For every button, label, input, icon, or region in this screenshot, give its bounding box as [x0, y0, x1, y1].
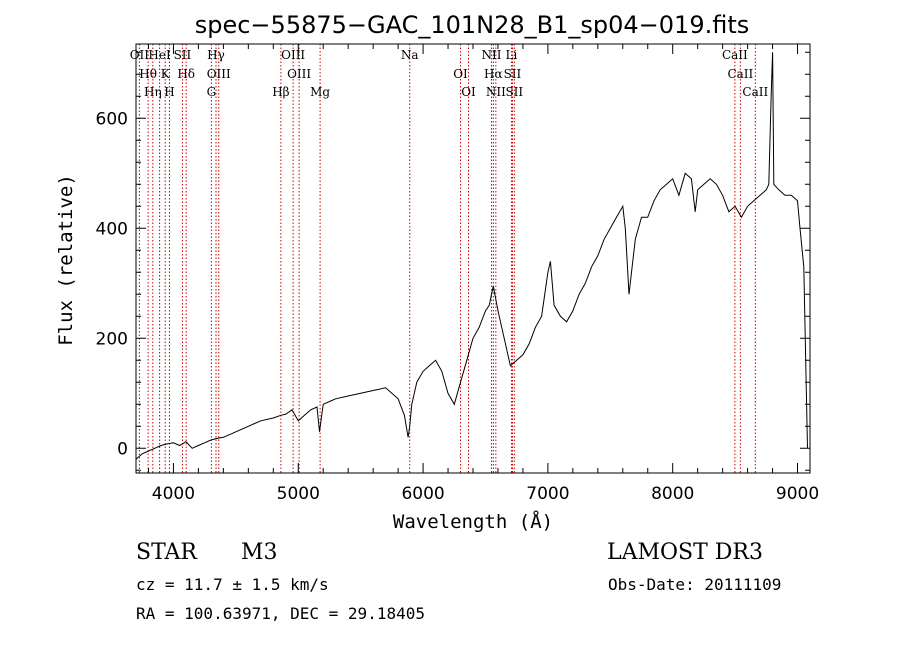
spectrum-line	[135, 52, 808, 460]
line-marker-label: Hγ	[207, 48, 225, 62]
line-marker-label: Hα	[484, 67, 503, 81]
object-class: STAR	[136, 540, 197, 565]
line-markers	[138, 44, 756, 473]
coordinates: RA = 100.63971, DEC = 29.18405	[136, 604, 425, 623]
y-tick-label: 0	[117, 439, 128, 459]
line-marker-label: H	[164, 85, 174, 99]
line-marker-label: SII	[505, 85, 523, 99]
y-axis-ticks: 0 200 400 600	[96, 51, 810, 471]
line-marker-label: NII	[486, 85, 506, 99]
y-tick-label: 400	[96, 219, 128, 239]
x-axis-label: Wavelength (Å)	[393, 510, 553, 533]
x-tick-label: 7000	[526, 484, 569, 504]
x-tick-label: 6000	[401, 484, 444, 504]
line-marker-label: OIII	[207, 67, 231, 81]
plot-frame	[135, 43, 811, 474]
line-marker-label: OI	[453, 67, 468, 81]
line-marker-label: SII	[174, 48, 192, 62]
line-marker-label: CaII	[727, 67, 753, 81]
y-tick-label: 200	[96, 329, 128, 349]
line-marker-label: OIII	[281, 48, 305, 62]
line-marker-label: K	[161, 67, 171, 81]
x-axis-ticks: 4000 5000 6000 7000 8000 9000	[147, 44, 819, 504]
line-labels: OII Hθ Hη HeI KH SII Hδ G Hγ OIII Hβ OIII OIII Mg Na OI…	[130, 48, 769, 99]
y-tick-label: 600	[96, 109, 128, 129]
x-tick-label: 5000	[277, 484, 320, 504]
y-axis-label: Flux (relative)	[55, 174, 77, 346]
observation-date: Obs-Date: 20111109	[608, 575, 782, 594]
line-marker-label: OI	[461, 85, 476, 99]
line-marker-label: CaII	[742, 85, 768, 99]
x-tick-label: 9000	[776, 484, 819, 504]
line-marker-label: G	[207, 85, 217, 99]
line-marker-label: Hθ	[139, 67, 157, 81]
chart-title: spec−55875−GAC_101N28_B1_sp04−019.fits	[195, 11, 750, 39]
line-marker-label: Na	[401, 48, 419, 62]
line-marker-label: CaII	[722, 48, 748, 62]
line-marker-label: Mg	[310, 85, 330, 99]
object-subclass: M3	[241, 540, 278, 565]
line-marker-label: Hβ	[272, 85, 289, 99]
survey-name: LAMOST DR3	[607, 540, 763, 565]
line-marker-label: Hδ	[177, 67, 195, 81]
line-marker-label: Li	[506, 48, 518, 62]
line-marker-label: Hη	[144, 85, 162, 99]
x-tick-label: 8000	[651, 484, 694, 504]
x-tick-label: 4000	[152, 484, 195, 504]
line-marker-label: SII	[504, 67, 522, 81]
line-marker-label: HeI	[148, 48, 171, 62]
line-marker-label: NII	[481, 48, 501, 62]
redshift-value: cz = 11.7 ± 1.5 km/s	[136, 575, 329, 594]
line-marker-label: OIII	[287, 67, 311, 81]
line-marker-label: OII	[130, 48, 150, 62]
